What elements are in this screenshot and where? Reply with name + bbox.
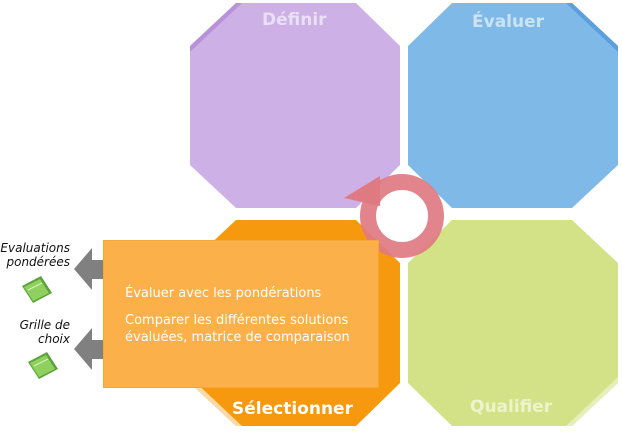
quadrant-definir-number: 1 (196, 7, 207, 27)
output-label-grille-line1: Grille de (19, 318, 70, 332)
detail-line-1: Évaluer avec les pondérations (125, 286, 322, 301)
selectionner-detail-box (104, 241, 378, 387)
quadrant-selectionner-corner (190, 377, 242, 426)
detail-line-2a: Comparer les différentes solutions (125, 313, 349, 328)
quadrant-evaluer-number: 2 (599, 7, 610, 27)
output-label-grille: Grille de choix (0, 318, 70, 346)
output-label-grille-line2: choix (38, 332, 70, 346)
cycle-ring (360, 174, 444, 258)
document-icon (22, 276, 52, 303)
cycle-arrowhead (344, 176, 380, 206)
quadrant-evaluer-corner (566, 3, 618, 52)
quadrant-definir-title: Définir (262, 10, 327, 30)
quadrant-qualifier-title: Qualifier (470, 397, 553, 417)
quadrant-qualifier-shape (408, 220, 618, 426)
quadrant-selectionner-number: 4 (196, 401, 207, 421)
quadrant-qualifier-number: 3 (601, 401, 612, 421)
output-arrow-2 (74, 328, 104, 370)
quadrant-qualifier-corner (566, 377, 618, 426)
output-arrow-1 (74, 248, 104, 290)
quadrant-definir-shape (190, 3, 400, 208)
detail-line-2b: évaluées, matrice de comparaison (125, 330, 350, 345)
quadrant-definir-corner (190, 3, 242, 52)
output-label-evaluations: Evaluations pondérées (0, 241, 70, 269)
document-icon (28, 352, 58, 379)
output-label-evaluations-line1: Evaluations (0, 241, 70, 255)
output-label-evaluations-line2: pondérées (6, 255, 70, 269)
quadrant-evaluer-shape (408, 3, 618, 208)
quadrant-selectionner-title: Sélectionner (232, 399, 353, 419)
quadrant-evaluer-title: Évaluer (472, 12, 545, 32)
